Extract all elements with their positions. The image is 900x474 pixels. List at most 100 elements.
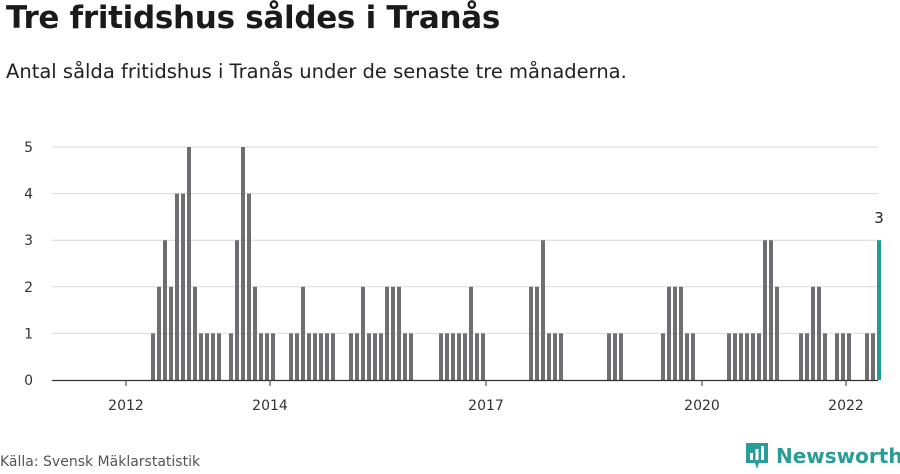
newsworthy-logo-icon — [746, 443, 768, 469]
y-tick-label: 1 — [24, 326, 33, 342]
bar — [253, 286, 257, 380]
chart-subtitle: Antal sålda fritidshus i Tranås under de… — [6, 60, 627, 83]
bar — [667, 286, 671, 380]
bar — [559, 333, 563, 380]
bar — [691, 333, 695, 380]
bar — [373, 333, 377, 380]
bar — [739, 333, 743, 380]
bar — [835, 333, 839, 380]
bar — [247, 193, 251, 380]
brand-name: Newsworthy — [776, 444, 900, 468]
bar — [289, 333, 293, 380]
y-tick-label: 3 — [24, 233, 33, 249]
y-tick-label: 5 — [24, 140, 33, 156]
bar — [259, 333, 263, 380]
bar — [163, 240, 167, 380]
bar — [391, 286, 395, 380]
bar — [235, 240, 239, 380]
bar — [607, 333, 611, 380]
x-tick-label: 2012 — [108, 398, 144, 414]
data-labels: 3 — [874, 209, 884, 227]
bar — [307, 333, 311, 380]
bar — [745, 333, 749, 380]
bar — [187, 147, 191, 380]
chart-title: Tre fritidshus såldes i Tranås — [6, 0, 500, 36]
x-tick-label: 2017 — [468, 398, 504, 414]
bar — [865, 333, 869, 380]
bar — [529, 286, 533, 380]
bar — [817, 286, 821, 380]
bar-highlight — [877, 240, 881, 380]
x-tick-label: 2022 — [828, 398, 864, 414]
bar — [217, 333, 221, 380]
bar — [313, 333, 317, 380]
bar — [175, 193, 179, 380]
bar — [763, 240, 767, 380]
bars — [151, 147, 881, 380]
bar — [193, 286, 197, 380]
bar — [673, 286, 677, 380]
bar — [319, 333, 323, 380]
bar — [481, 333, 485, 380]
bar — [553, 333, 557, 380]
bar — [475, 333, 479, 380]
bar — [361, 286, 365, 380]
bar — [727, 333, 731, 380]
bar — [445, 333, 449, 380]
brand-logo-block[interactable]: Newsworthy — [744, 441, 900, 471]
bar — [301, 286, 305, 380]
bar — [547, 333, 551, 380]
bar — [379, 333, 383, 380]
bar — [325, 333, 329, 380]
bar — [871, 333, 875, 380]
bar — [847, 333, 851, 380]
bar — [841, 333, 845, 380]
bar — [157, 286, 161, 380]
bar — [685, 333, 689, 380]
bar — [619, 333, 623, 380]
bar — [211, 333, 215, 380]
bar — [151, 333, 155, 380]
highlight-value-label: 3 — [874, 209, 884, 227]
bar — [811, 286, 815, 380]
bar — [241, 147, 245, 380]
bar — [385, 286, 389, 380]
bar — [355, 333, 359, 380]
x-tick-label: 2020 — [684, 398, 720, 414]
bar-chart: 0 1 2 3 4 5 2012 2014 2017 2020 2022 3 — [24, 140, 884, 414]
bar — [541, 240, 545, 380]
bar — [463, 333, 467, 380]
bar — [613, 333, 617, 380]
bar — [679, 286, 683, 380]
bar — [181, 193, 185, 380]
x-tick-label: 2014 — [252, 398, 288, 414]
bar — [823, 333, 827, 380]
bar — [769, 240, 773, 380]
bar — [469, 286, 473, 380]
bar — [403, 333, 407, 380]
y-tick-label: 4 — [24, 187, 33, 203]
bar — [535, 286, 539, 380]
bar — [265, 333, 269, 380]
bar — [661, 333, 665, 380]
bar — [295, 333, 299, 380]
bar — [733, 333, 737, 380]
bar — [199, 333, 203, 380]
bar — [169, 286, 173, 380]
bar — [439, 333, 443, 380]
bar — [799, 333, 803, 380]
bar — [451, 333, 455, 380]
y-tick-label: 2 — [24, 280, 33, 296]
bar — [805, 333, 809, 380]
bar — [757, 333, 761, 380]
source-note: Källa: Svensk Mäklarstatistik — [0, 454, 201, 470]
axes: 0 1 2 3 4 5 2012 2014 2017 2020 2022 — [24, 140, 878, 414]
bar — [331, 333, 335, 380]
bar — [205, 333, 209, 380]
bar — [271, 333, 275, 380]
bar — [397, 286, 401, 380]
bar — [457, 333, 461, 380]
bar — [751, 333, 755, 380]
bar — [229, 333, 233, 380]
bar — [775, 286, 779, 380]
